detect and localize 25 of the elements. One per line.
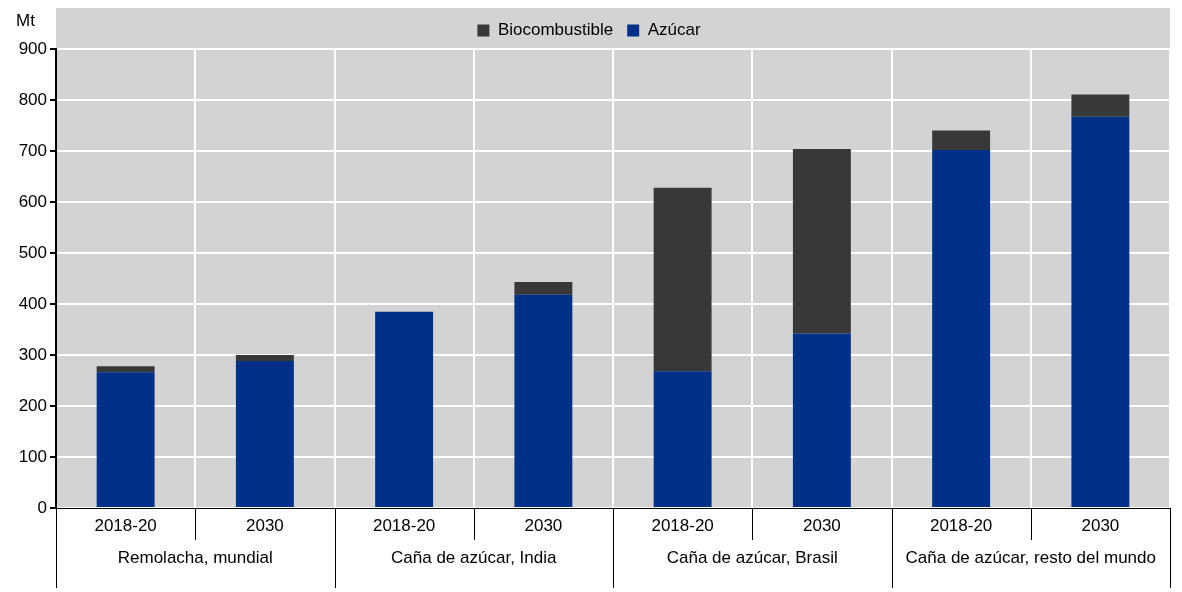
y-tick-label: 0 (37, 497, 47, 517)
legend-label: Azúcar (647, 20, 701, 40)
x-tick-label: 2030 (1081, 515, 1120, 535)
text: Caña de azúcar, India (391, 547, 557, 567)
text: Remolacha, mundial (117, 547, 273, 567)
x-tick-label: 2018-20 (94, 515, 157, 535)
y-tick-label: 400 (18, 293, 47, 313)
x-tick-label: 2030 (245, 515, 284, 535)
y-tick-label: 300 (18, 344, 47, 364)
x-tick-label: 2030 (802, 515, 841, 535)
text: Caña de azúcar, Brasil (666, 547, 838, 567)
x-tick-label: 2018-20 (651, 515, 714, 535)
y-tick-label: 200 (18, 395, 47, 415)
y-tick-label: 800 (18, 89, 47, 109)
y-tick-label: 700 (18, 140, 47, 160)
y-tick-label: 500 (18, 242, 47, 262)
x-tick-label: 2030 (524, 515, 563, 535)
text: Caña de azúcar, resto del mundo (905, 547, 1156, 567)
x-tick-label: 2018-20 (929, 515, 993, 535)
y-tick-label: 600 (18, 191, 47, 211)
legend-label: Biocombustible (497, 20, 614, 40)
y-tick-label: 100 (18, 446, 47, 466)
y-axis-title: Mt (16, 10, 36, 30)
y-tick-label: 900 (18, 38, 47, 58)
x-tick-label: 2018-20 (372, 515, 436, 535)
